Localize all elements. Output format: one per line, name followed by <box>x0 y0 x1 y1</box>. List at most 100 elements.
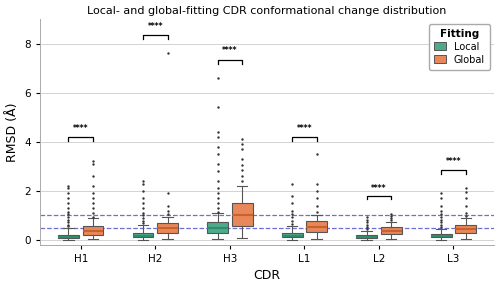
Point <box>89 162 97 166</box>
Point <box>89 184 97 188</box>
Point <box>139 221 147 226</box>
Point <box>238 163 246 167</box>
Text: ****: **** <box>371 183 386 193</box>
Point <box>214 209 222 214</box>
Point <box>437 203 445 208</box>
Point <box>164 191 172 196</box>
Point <box>238 157 246 161</box>
Point <box>214 179 222 183</box>
PathPatch shape <box>456 225 476 233</box>
Point <box>312 152 320 156</box>
X-axis label: CDR: CDR <box>254 270 280 283</box>
Point <box>164 208 172 213</box>
Point <box>288 201 296 205</box>
Text: ****: **** <box>446 157 461 166</box>
Point <box>64 196 72 200</box>
PathPatch shape <box>207 222 228 233</box>
Point <box>89 211 97 215</box>
Point <box>164 51 172 56</box>
PathPatch shape <box>381 227 402 234</box>
Point <box>362 222 370 227</box>
Point <box>139 213 147 218</box>
Text: ****: **** <box>148 22 163 31</box>
Text: ****: **** <box>296 124 312 133</box>
Point <box>437 222 445 227</box>
PathPatch shape <box>58 234 79 238</box>
PathPatch shape <box>306 221 327 232</box>
Point <box>64 201 72 205</box>
Point <box>64 209 72 214</box>
Point <box>362 227 370 232</box>
Point <box>462 190 469 194</box>
Point <box>387 217 395 222</box>
Point <box>214 76 222 80</box>
Point <box>214 144 222 149</box>
Point <box>214 162 222 166</box>
Point <box>437 212 445 217</box>
Point <box>64 217 72 222</box>
Point <box>387 212 395 217</box>
Point <box>214 206 222 210</box>
Point <box>139 219 147 223</box>
Point <box>164 212 172 217</box>
Point <box>238 142 246 147</box>
Point <box>214 186 222 191</box>
Point <box>89 159 97 164</box>
PathPatch shape <box>282 233 302 238</box>
Point <box>139 181 147 186</box>
Point <box>238 168 246 172</box>
Point <box>214 130 222 134</box>
Point <box>64 184 72 188</box>
Point <box>214 191 222 196</box>
Point <box>462 203 469 208</box>
Point <box>89 201 97 205</box>
PathPatch shape <box>430 234 452 238</box>
Point <box>288 215 296 220</box>
PathPatch shape <box>157 223 178 233</box>
Point <box>437 217 445 222</box>
Point <box>214 134 222 139</box>
Point <box>362 220 370 225</box>
Title: Local- and global-fitting CDR conformational change distribution: Local- and global-fitting CDR conformati… <box>88 5 447 16</box>
Point <box>214 169 222 174</box>
Point <box>362 215 370 220</box>
Point <box>64 220 72 225</box>
Point <box>139 216 147 221</box>
Point <box>462 196 469 200</box>
Point <box>437 225 445 230</box>
Point <box>288 222 296 226</box>
Point <box>437 220 445 225</box>
Point <box>214 196 222 200</box>
Point <box>139 201 147 205</box>
Point <box>164 203 172 208</box>
Point <box>288 219 296 223</box>
Point <box>288 194 296 198</box>
Point <box>89 196 97 200</box>
Point <box>214 152 222 156</box>
Point <box>64 214 72 219</box>
Point <box>238 179 246 183</box>
Point <box>238 174 246 179</box>
PathPatch shape <box>356 235 377 238</box>
Point <box>64 224 72 229</box>
Point <box>139 189 147 193</box>
Point <box>387 215 395 220</box>
Point <box>288 212 296 217</box>
Point <box>139 206 147 210</box>
Point <box>139 179 147 183</box>
Point <box>238 147 246 151</box>
Point <box>64 222 72 227</box>
Point <box>64 186 72 191</box>
Point <box>64 191 72 196</box>
Point <box>139 196 147 200</box>
Point <box>288 181 296 186</box>
Point <box>312 209 320 214</box>
Point <box>64 206 72 210</box>
Point <box>214 201 222 205</box>
Point <box>437 208 445 213</box>
Point <box>387 214 395 218</box>
Point <box>362 225 370 230</box>
Point <box>89 191 97 196</box>
Legend: Local, Global: Local, Global <box>430 24 490 69</box>
PathPatch shape <box>132 233 154 238</box>
